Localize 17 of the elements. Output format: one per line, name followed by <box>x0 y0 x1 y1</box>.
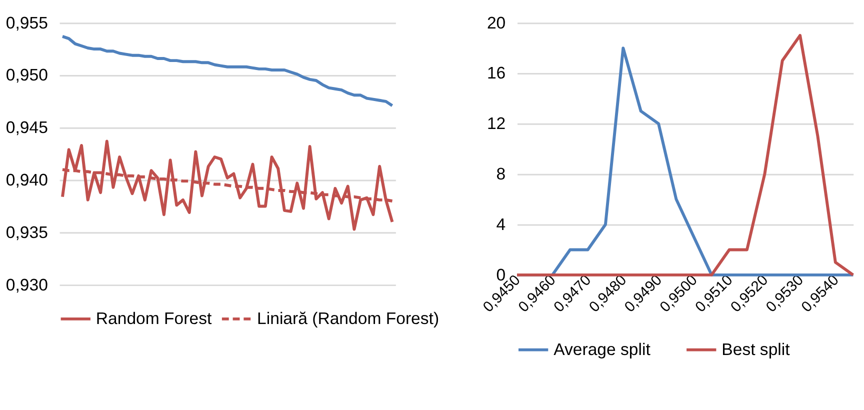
legend-label: Average split <box>554 340 651 359</box>
legend-label: Liniară (Random Forest) <box>257 308 440 328</box>
y-tick-label: 16 <box>486 64 506 83</box>
line-series <box>61 34 394 108</box>
y-tick-label: 0,940 <box>6 170 48 190</box>
y-tick-label: 0,930 <box>6 275 48 294</box>
line-series <box>61 140 394 231</box>
y-tick-label: 20 <box>486 13 506 32</box>
y-tick-label: 8 <box>496 164 506 184</box>
y-tick-label: 0,955 <box>6 13 48 32</box>
y-tick-label: 12 <box>486 114 506 134</box>
legend-label: Best split <box>722 340 790 359</box>
y-tick-label: 4 <box>496 214 506 234</box>
legend-label: Random Forest <box>96 308 212 328</box>
y-tick-label: 0,950 <box>6 66 48 85</box>
y-tick-label: 0,945 <box>6 118 48 138</box>
y-tick-label: 0,935 <box>6 222 48 242</box>
